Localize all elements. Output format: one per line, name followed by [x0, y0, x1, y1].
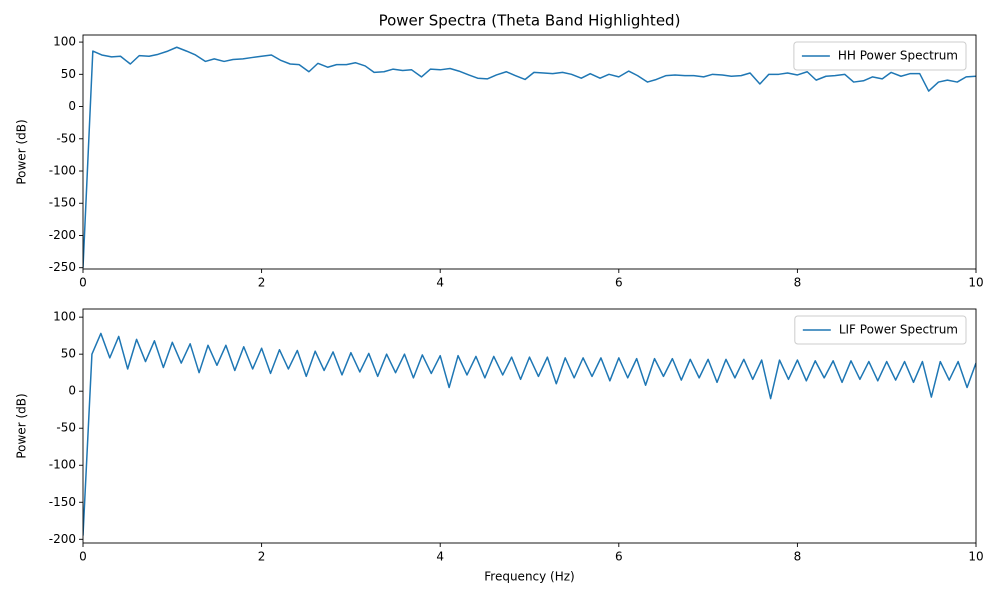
x-axis-label: Frequency (Hz): [484, 570, 575, 584]
y-tick-label: -50: [56, 131, 76, 145]
y-tick-label: 100: [53, 310, 76, 324]
x-tick-label: 0: [79, 550, 87, 564]
y-axis-label: Power (dB): [15, 119, 29, 184]
legend-box: [793, 41, 967, 71]
data-line: [83, 46, 976, 268]
y-tick-label: -200: [49, 532, 76, 546]
y-tick-label: -200: [49, 228, 76, 242]
y-tick-label: 50: [61, 67, 76, 81]
y-tick-label: -150: [49, 495, 76, 509]
x-tick-label: 2: [258, 550, 266, 564]
data-line: [83, 332, 976, 536]
x-tick-label: 10: [968, 550, 983, 564]
y-tick-label: -150: [49, 196, 76, 210]
chart-title: Power Spectra (Theta Band Highlighted): [379, 12, 681, 30]
y-tick-label: -250: [49, 260, 76, 274]
legend-label: HH Power Spectrum: [838, 49, 958, 63]
legend-box: [794, 315, 967, 345]
x-tick-label: 0: [79, 276, 87, 290]
x-tick-label: 8: [794, 550, 802, 564]
axes-frame: [82, 34, 977, 270]
y-tick-label: 100: [53, 35, 76, 49]
y-tick-label: -100: [49, 164, 76, 178]
x-tick-label: 8: [794, 276, 802, 290]
plot-area: [83, 332, 976, 536]
y-tick-label: 0: [68, 99, 76, 113]
y-tick-label: 0: [68, 384, 76, 398]
y-tick-label: -50: [56, 421, 76, 435]
x-tick-label: 4: [436, 276, 444, 290]
x-tick-label: 4: [436, 550, 444, 564]
x-tick-label: 10: [968, 276, 983, 290]
axes-frame: [82, 308, 977, 544]
legend: LIF Power Spectrum: [794, 315, 967, 345]
y-tick-label: 50: [61, 347, 76, 361]
y-tick-label: -100: [49, 458, 76, 472]
x-tick-label: 6: [615, 276, 623, 290]
plot-area: [83, 46, 976, 268]
legend: HH Power Spectrum: [793, 41, 967, 71]
legend-label: LIF Power Spectrum: [839, 323, 958, 337]
x-tick-label: 6: [615, 550, 623, 564]
y-axis-label: Power (dB): [15, 393, 29, 458]
x-tick-label: 2: [258, 276, 266, 290]
